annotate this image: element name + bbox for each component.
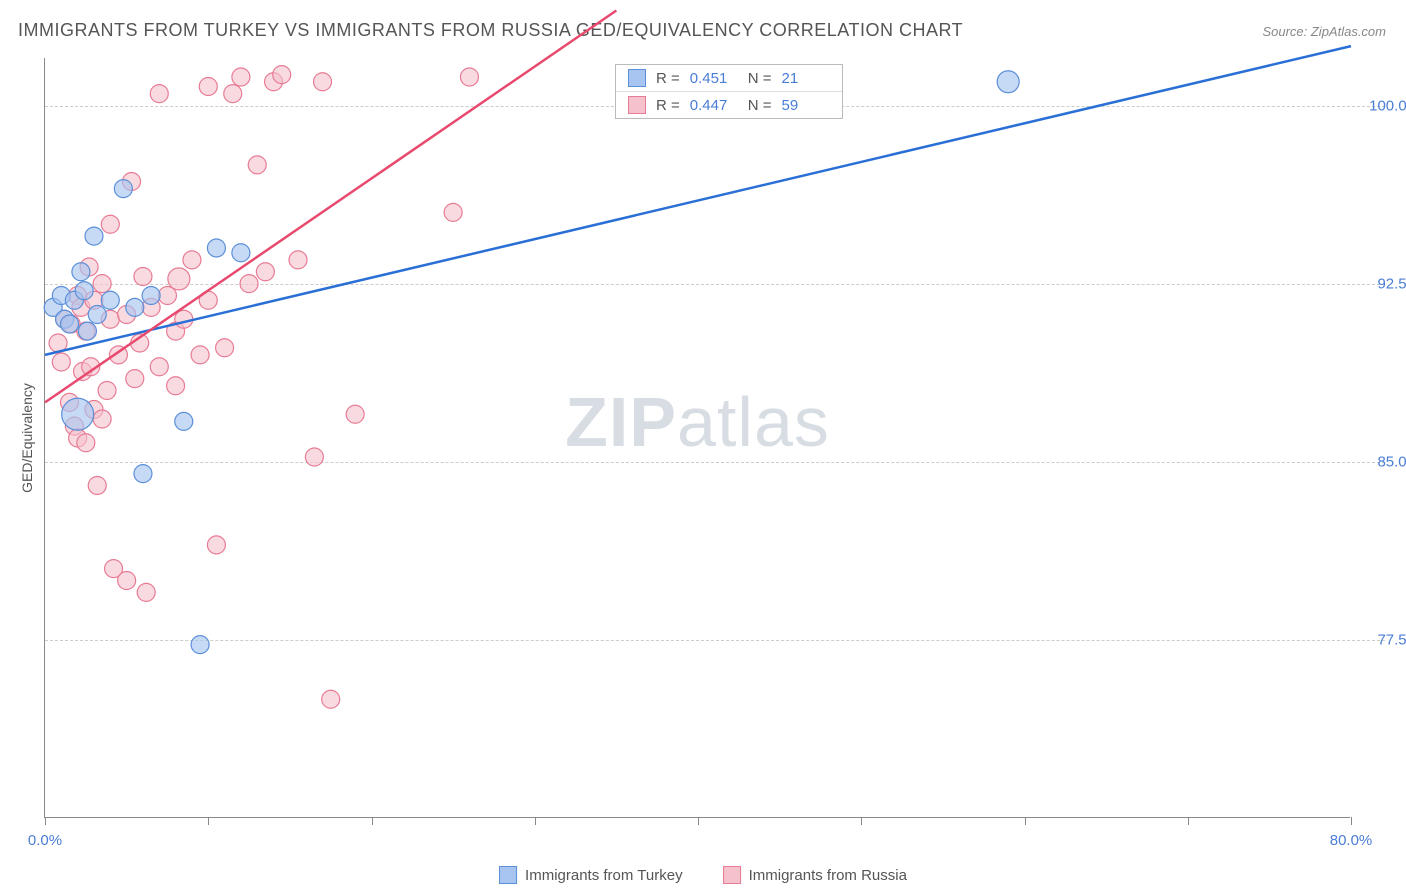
legend-swatch	[499, 866, 517, 884]
scatter-point	[126, 298, 144, 316]
scatter-point	[114, 180, 132, 198]
legend-item: Immigrants from Turkey	[499, 866, 683, 884]
scatter-point	[88, 477, 106, 495]
x-tick	[698, 817, 699, 825]
scatter-point	[77, 434, 95, 452]
y-tick-label: 85.0%	[1360, 453, 1406, 470]
x-tick	[1188, 817, 1189, 825]
scatter-point	[216, 339, 234, 357]
scatter-point	[150, 358, 168, 376]
scatter-point	[150, 85, 168, 103]
x-tick-label: 0.0%	[28, 832, 62, 849]
x-tick	[208, 817, 209, 825]
scatter-point	[191, 346, 209, 364]
scatter-point	[232, 244, 250, 262]
source-name: ZipAtlas.com	[1311, 24, 1386, 39]
scatter-point	[142, 287, 160, 305]
stats-row: R = 0.447 N = 59	[616, 92, 842, 118]
scatter-point	[88, 306, 106, 324]
y-tick-label: 77.5%	[1360, 631, 1406, 648]
x-tick	[1025, 817, 1026, 825]
legend-item: Immigrants from Russia	[723, 866, 907, 884]
scatter-point	[346, 405, 364, 423]
scatter-point	[183, 251, 201, 269]
scatter-point	[460, 68, 478, 86]
stat-n-label: N =	[748, 70, 772, 87]
scatter-point	[78, 322, 96, 340]
stats-row: R = 0.451 N = 21	[616, 65, 842, 92]
scatter-point	[93, 410, 111, 428]
scatter-point	[52, 353, 70, 371]
scatter-point	[256, 263, 274, 281]
stat-r-label: R =	[656, 70, 680, 87]
scatter-point	[305, 448, 323, 466]
scatter-point	[232, 68, 250, 86]
scatter-point	[207, 239, 225, 257]
stat-r-value: 0.447	[690, 97, 738, 114]
scatter-point	[289, 251, 307, 269]
chart-svg	[45, 58, 1350, 817]
scatter-point	[126, 370, 144, 388]
scatter-point	[85, 227, 103, 245]
scatter-point	[444, 203, 462, 221]
scatter-point	[118, 572, 136, 590]
x-tick	[861, 817, 862, 825]
y-tick-label: 100.0%	[1360, 97, 1406, 114]
scatter-point	[98, 382, 116, 400]
legend-swatch	[723, 866, 741, 884]
stats-swatch	[628, 69, 646, 87]
scatter-point	[322, 690, 340, 708]
scatter-point	[240, 275, 258, 293]
stat-r-value: 0.451	[690, 70, 738, 87]
scatter-point	[248, 156, 266, 174]
plot-area: ZIPatlas 77.5%85.0%92.5%100.0% GED/Equiv…	[44, 58, 1350, 818]
scatter-point	[75, 282, 93, 300]
scatter-point	[168, 268, 190, 290]
scatter-point	[93, 275, 111, 293]
scatter-point	[997, 71, 1019, 93]
scatter-point	[175, 412, 193, 430]
scatter-point	[273, 66, 291, 84]
legend-label: Immigrants from Russia	[749, 867, 907, 884]
y-axis-label: GED/Equivalency	[19, 383, 35, 493]
scatter-point	[60, 315, 78, 333]
scatter-point	[62, 398, 94, 430]
scatter-point	[167, 377, 185, 395]
stats-swatch	[628, 96, 646, 114]
scatter-point	[134, 268, 152, 286]
scatter-point	[72, 263, 90, 281]
stat-n-label: N =	[748, 97, 772, 114]
scatter-point	[101, 215, 119, 233]
stats-box: R = 0.451 N = 21 R = 0.447 N = 59	[615, 64, 843, 119]
scatter-point	[134, 465, 152, 483]
scatter-point	[224, 85, 242, 103]
scatter-point	[207, 536, 225, 554]
legend-bottom: Immigrants from Turkey Immigrants from Ru…	[499, 866, 907, 884]
x-tick-label: 80.0%	[1330, 832, 1373, 849]
x-tick	[1351, 817, 1352, 825]
scatter-point	[314, 73, 332, 91]
trend-line	[45, 11, 616, 403]
scatter-point	[101, 291, 119, 309]
scatter-point	[191, 636, 209, 654]
x-tick	[45, 817, 46, 825]
x-tick	[372, 817, 373, 825]
stat-n-value: 21	[782, 70, 830, 87]
scatter-point	[199, 78, 217, 96]
x-tick	[535, 817, 536, 825]
source-attribution: Source: ZipAtlas.com	[1262, 24, 1386, 39]
legend-label: Immigrants from Turkey	[525, 867, 683, 884]
source-prefix: Source:	[1262, 24, 1310, 39]
scatter-point	[137, 583, 155, 601]
y-tick-label: 92.5%	[1360, 275, 1406, 292]
chart-title: IMMIGRANTS FROM TURKEY VS IMMIGRANTS FRO…	[18, 20, 963, 41]
stat-r-label: R =	[656, 97, 680, 114]
stat-n-value: 59	[782, 97, 830, 114]
